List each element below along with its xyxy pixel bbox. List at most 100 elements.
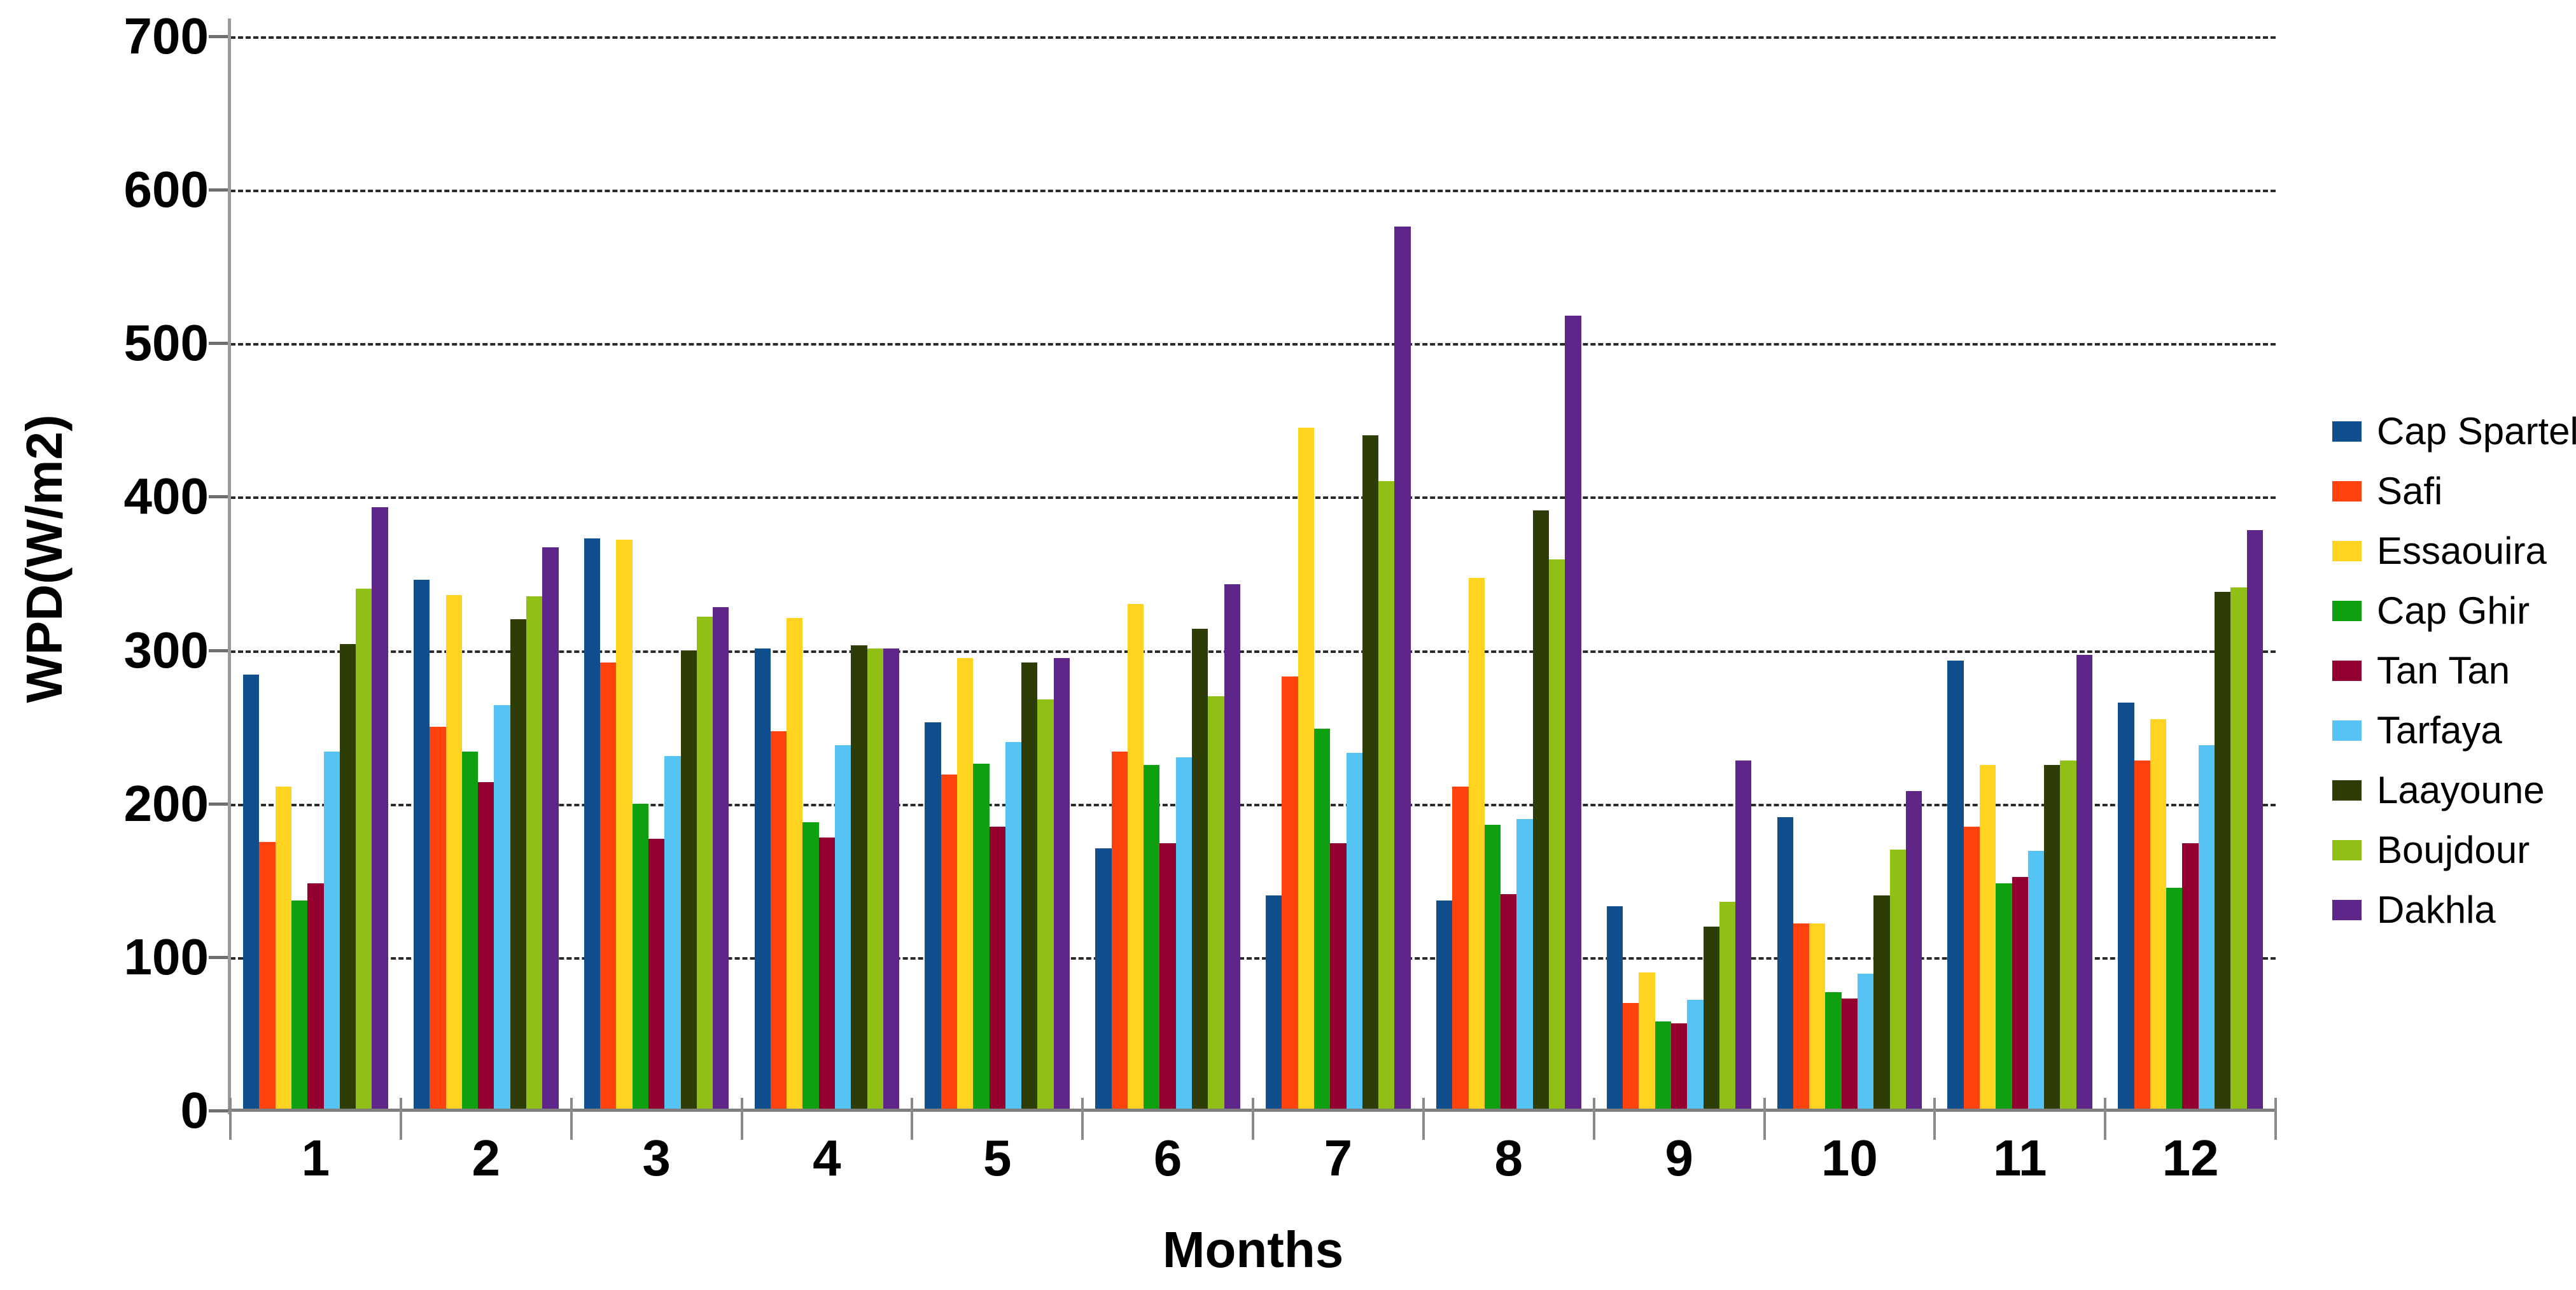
bar-safi-month-4 <box>770 731 787 1111</box>
bar-boujdour-month-1 <box>356 589 372 1111</box>
y-tick-label-0: 0 <box>180 1082 209 1139</box>
x-tick-2 <box>570 1098 573 1140</box>
bar-group-month-1 <box>230 36 401 1111</box>
y-tick-label-300: 300 <box>123 621 209 678</box>
bar-tan-tan-month-1 <box>307 883 324 1111</box>
bar-tan-tan-month-8 <box>1501 894 1517 1111</box>
bar-cap-spartel-month-2 <box>413 579 430 1111</box>
y-tick-label-400: 400 <box>123 468 209 525</box>
legend-label: Dakhla <box>2377 888 2496 931</box>
x-tick-5 <box>1081 1098 1084 1140</box>
y-tick-label-200: 200 <box>123 775 209 832</box>
gridline-100 <box>230 957 2276 960</box>
legend-swatch-icon <box>2332 601 2362 621</box>
bar-dakhla-month-7 <box>1394 227 1411 1111</box>
bar-group-month-10 <box>1765 36 1935 1111</box>
bar-cap-ghir-month-10 <box>1825 992 1842 1111</box>
bar-safi-month-7 <box>1282 676 1298 1111</box>
bar-cap-ghir-month-3 <box>632 803 648 1111</box>
legend-item-laayoune: Laayoune <box>2332 761 2576 820</box>
bar-tan-tan-month-6 <box>1159 843 1176 1111</box>
gridline-400 <box>230 496 2276 500</box>
bar-essaouira-month-9 <box>1639 972 1655 1111</box>
bar-cap-spartel-month-12 <box>2118 702 2134 1111</box>
bar-cap-spartel-month-7 <box>1266 895 1282 1111</box>
bar-tan-tan-month-2 <box>478 782 494 1111</box>
x-tick-label-9: 9 <box>1665 1130 1693 1186</box>
bar-dakhla-month-6 <box>1224 584 1240 1111</box>
y-tick-300 <box>209 649 228 652</box>
bar-safi-month-5 <box>941 774 957 1111</box>
bar-group-month-7 <box>1253 36 1424 1111</box>
bar-group-month-6 <box>1082 36 1253 1111</box>
legend-item-cap-spartel: Cap Spartel <box>2332 402 2576 461</box>
bar-essaouira-month-10 <box>1809 923 1826 1111</box>
bar-boujdour-month-2 <box>526 596 543 1111</box>
gridline-200 <box>230 803 2276 806</box>
bar-tarfaya-month-1 <box>323 751 340 1111</box>
legend-label: Cap Ghir <box>2377 589 2530 632</box>
bar-cap-ghir-month-2 <box>461 751 479 1111</box>
bar-tarfaya-month-5 <box>1005 742 1022 1111</box>
legend-swatch-icon <box>2332 780 2362 801</box>
bar-group-month-12 <box>2105 36 2276 1111</box>
legend-label: Essaouira <box>2377 529 2547 572</box>
x-tick-label-7: 7 <box>1324 1130 1353 1186</box>
x-tick-4 <box>911 1098 914 1140</box>
bar-laayoune-month-5 <box>1021 662 1038 1111</box>
x-tick-6 <box>1252 1098 1254 1140</box>
legend-swatch-icon <box>2332 720 2362 741</box>
y-tick-label-500: 500 <box>123 314 209 372</box>
x-tick-label-4: 4 <box>813 1130 841 1186</box>
bar-laayoune-month-9 <box>1703 926 1719 1111</box>
bar-essaouira-month-11 <box>1980 765 1996 1111</box>
bar-tarfaya-month-11 <box>2027 851 2045 1111</box>
bar-essaouira-month-3 <box>616 539 633 1111</box>
y-tick-100 <box>209 955 228 959</box>
bar-boujdour-month-10 <box>1889 850 1906 1111</box>
bar-essaouira-month-1 <box>275 787 291 1111</box>
bar-cap-ghir-month-9 <box>1655 1021 1671 1111</box>
bar-group-month-9 <box>1594 36 1765 1111</box>
bar-tarfaya-month-7 <box>1346 753 1362 1111</box>
legend-swatch-icon <box>2332 900 2362 920</box>
bar-dakhla-month-4 <box>883 649 900 1111</box>
x-tick-9 <box>1763 1098 1766 1140</box>
bar-tan-tan-month-4 <box>818 837 836 1111</box>
bar-safi-month-2 <box>430 727 446 1111</box>
bar-boujdour-month-5 <box>1037 699 1054 1111</box>
bar-tan-tan-month-10 <box>1841 998 1858 1111</box>
bar-tarfaya-month-8 <box>1516 818 1533 1111</box>
legend-item-cap-ghir: Cap Ghir <box>2332 581 2576 641</box>
bar-laayoune-month-1 <box>339 643 356 1111</box>
bar-laayoune-month-6 <box>1192 628 1208 1111</box>
bar-laayoune-month-8 <box>1532 510 1549 1111</box>
bar-laayoune-month-3 <box>680 650 697 1111</box>
bar-cap-ghir-month-6 <box>1144 765 1160 1111</box>
gridline-600 <box>230 190 2276 193</box>
bar-group-month-11 <box>1935 36 2105 1111</box>
bar-tan-tan-month-7 <box>1330 843 1347 1111</box>
x-tick-12 <box>2274 1098 2277 1140</box>
bar-boujdour-month-3 <box>696 616 713 1111</box>
bar-cap-spartel-month-4 <box>754 649 771 1111</box>
bar-essaouira-month-5 <box>957 657 974 1111</box>
bar-tarfaya-month-12 <box>2198 745 2215 1111</box>
bar-safi-month-1 <box>259 842 276 1111</box>
bar-tarfaya-month-4 <box>835 745 851 1111</box>
bar-laayoune-month-4 <box>851 645 867 1111</box>
x-tick-10 <box>1933 1098 1936 1140</box>
bar-tarfaya-month-6 <box>1175 757 1193 1111</box>
bar-cap-ghir-month-4 <box>802 822 819 1111</box>
x-tick-7 <box>1422 1098 1425 1140</box>
x-tick-label-12: 12 <box>2162 1130 2219 1186</box>
bar-tarfaya-month-9 <box>1687 1000 1704 1111</box>
bar-cap-spartel-month-5 <box>925 722 941 1111</box>
bar-tarfaya-month-3 <box>664 755 681 1111</box>
bar-safi-month-10 <box>1793 923 1810 1111</box>
x-tick-3 <box>740 1098 743 1140</box>
bar-tan-tan-month-3 <box>648 839 665 1111</box>
bar-boujdour-month-11 <box>2060 761 2076 1111</box>
bar-boujdour-month-7 <box>1378 481 1395 1111</box>
bar-safi-month-6 <box>1111 751 1128 1111</box>
